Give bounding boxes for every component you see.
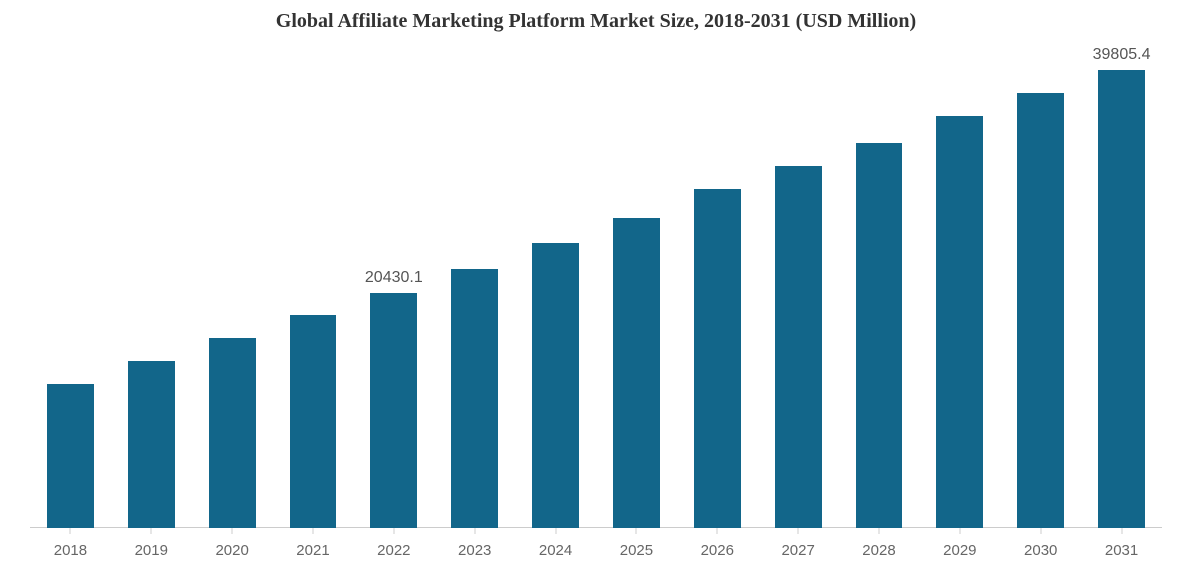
x-axis-tick bbox=[959, 528, 960, 534]
x-axis-tick bbox=[798, 528, 799, 534]
x-axis-tick bbox=[474, 528, 475, 534]
x-axis-label: 2022 bbox=[377, 542, 410, 559]
bar-slot: 2021 bbox=[273, 45, 354, 528]
x-axis-tick bbox=[151, 528, 152, 534]
x-axis-label: 2026 bbox=[701, 542, 734, 559]
bar-slot: 20430.12022 bbox=[353, 45, 434, 528]
bar-slot: 2020 bbox=[192, 45, 273, 528]
bar-slot: 2027 bbox=[758, 45, 839, 528]
bar-slot: 2030 bbox=[1000, 45, 1081, 528]
x-axis-label: 2029 bbox=[943, 542, 976, 559]
x-axis-label: 2030 bbox=[1024, 542, 1057, 559]
x-axis-tick bbox=[70, 528, 71, 534]
chart-plot-area: 201820192020202120430.120222023202420252… bbox=[30, 45, 1162, 528]
bar-slot: 2026 bbox=[677, 45, 758, 528]
x-axis-tick bbox=[232, 528, 233, 534]
bar bbox=[1017, 93, 1064, 528]
bar bbox=[532, 243, 579, 528]
bar bbox=[613, 218, 660, 529]
bar bbox=[936, 116, 983, 528]
x-axis-tick bbox=[312, 528, 313, 534]
bar bbox=[694, 189, 741, 528]
bar-slot: 2019 bbox=[111, 45, 192, 528]
bar-value-label: 20430.1 bbox=[365, 269, 423, 287]
x-axis-tick bbox=[555, 528, 556, 534]
x-axis-label: 2025 bbox=[620, 542, 653, 559]
x-axis-label: 2018 bbox=[54, 542, 87, 559]
bar bbox=[209, 338, 256, 528]
bar bbox=[128, 361, 175, 528]
bar: 39805.4 bbox=[1098, 70, 1145, 528]
x-axis-label: 2020 bbox=[215, 542, 248, 559]
bar-slot: 39805.42031 bbox=[1081, 45, 1162, 528]
chart-container: Global Affiliate Marketing Platform Mark… bbox=[0, 0, 1192, 583]
chart-title: Global Affiliate Marketing Platform Mark… bbox=[0, 10, 1192, 33]
x-axis-label: 2024 bbox=[539, 542, 572, 559]
bar-slot: 2029 bbox=[919, 45, 1000, 528]
bar bbox=[775, 166, 822, 528]
x-axis-label: 2021 bbox=[296, 542, 329, 559]
x-axis-tick bbox=[878, 528, 879, 534]
x-axis-tick bbox=[1121, 528, 1122, 534]
x-axis-tick bbox=[393, 528, 394, 534]
bar bbox=[856, 143, 903, 528]
x-axis-label: 2027 bbox=[781, 542, 814, 559]
bar-slot: 2025 bbox=[596, 45, 677, 528]
x-axis-tick bbox=[1040, 528, 1041, 534]
bar bbox=[47, 384, 94, 528]
x-axis-label: 2023 bbox=[458, 542, 491, 559]
bar bbox=[451, 269, 498, 528]
bar-slot: 2023 bbox=[434, 45, 515, 528]
bar-value-label: 39805.4 bbox=[1093, 46, 1151, 64]
x-axis-label: 2019 bbox=[135, 542, 168, 559]
x-axis-label: 2031 bbox=[1105, 542, 1138, 559]
bar-slot: 2024 bbox=[515, 45, 596, 528]
bar-slot: 2028 bbox=[839, 45, 920, 528]
x-axis-label: 2028 bbox=[862, 542, 895, 559]
bar bbox=[290, 315, 337, 528]
bar-slot: 2018 bbox=[30, 45, 111, 528]
x-axis-tick bbox=[717, 528, 718, 534]
bar: 20430.1 bbox=[370, 293, 417, 528]
x-axis-tick bbox=[636, 528, 637, 534]
